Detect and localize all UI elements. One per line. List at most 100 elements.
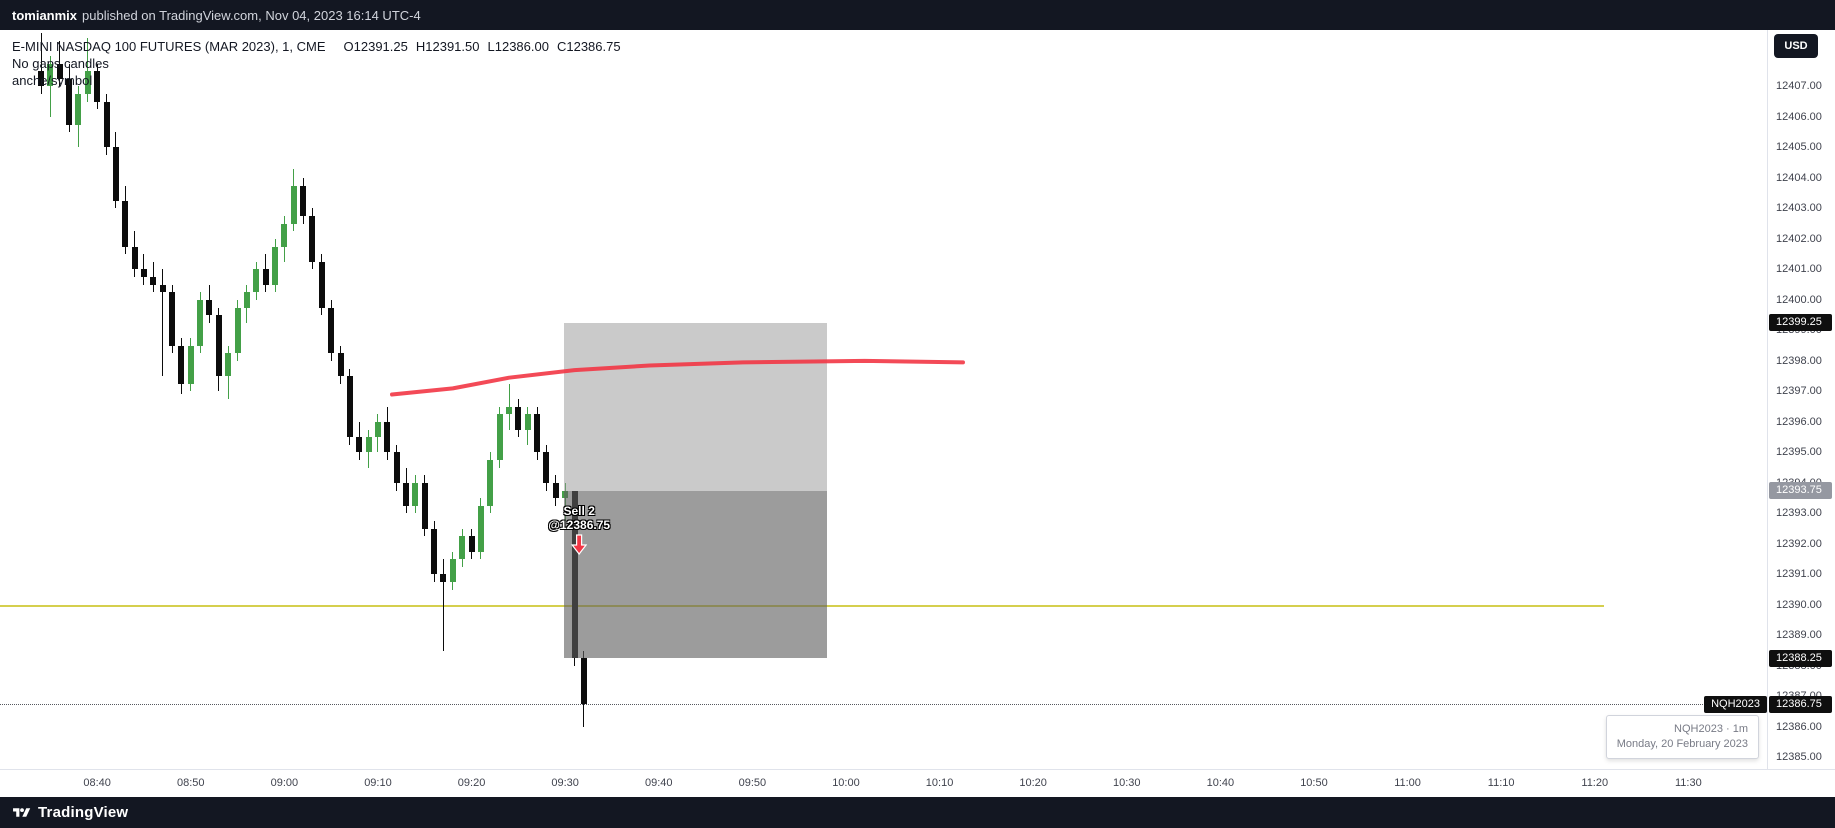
time-label: 08:50 [176,777,205,789]
last-price-line [0,704,1767,706]
price-label: 12397.00 [1776,385,1822,398]
time-label: 09:40 [644,777,673,789]
data-window-tooltip: NQH2023 · 1m Monday, 20 February 2023 [1605,715,1759,759]
candle [75,94,82,125]
price-label: 12401.00 [1776,263,1822,276]
sell-marker-price: @12386.75 [548,518,611,533]
candle [56,63,63,79]
price-label: 12396.00 [1776,415,1822,428]
candle [243,292,250,308]
time-label: 10:20 [1019,777,1047,789]
price-label: 12403.00 [1776,202,1822,215]
position-stop-box[interactable] [564,322,828,491]
symbol-price-tag: NQH2023 [1704,695,1767,713]
candle [112,147,119,201]
price-badge: 12388.25 [1769,649,1832,667]
red-curve-drawing[interactable] [0,30,1767,769]
publish-bar: tomianmix published on TradingView.com, … [0,0,1835,30]
tradingview-brand-text[interactable]: TradingView [38,804,129,821]
candle [337,353,344,377]
price-label: 12392.00 [1776,537,1822,550]
chart-plot[interactable]: E-MINI NASDAQ 100 FUTURES (MAR 2023), 1,… [0,30,1767,769]
time-label: 11:20 [1581,777,1609,789]
sell-marker-qty: Sell 2 [563,504,595,519]
candle [468,536,475,552]
price-label: 12390.00 [1776,598,1822,611]
time-label: 10:50 [1300,777,1328,789]
position-target-box[interactable] [564,490,828,659]
candle [66,78,73,125]
candle [103,101,110,148]
candle [150,277,157,285]
candle [206,299,213,316]
candle [506,406,512,415]
candle [449,559,456,583]
candle [178,345,185,384]
price-badge: 12386.75 [1769,695,1832,713]
time-label: 10:40 [1206,777,1235,789]
time-label: 09:00 [270,777,299,789]
candle [440,574,447,583]
candle [234,307,241,354]
symbol-title[interactable]: E-MINI NASDAQ 100 FUTURES (MAR 2023), 1,… [12,39,326,54]
candle-wick [162,269,164,377]
ohlc-low-value: 12386.00 [494,39,549,54]
ohlc-open-value: 12391.25 [353,39,408,54]
candle [412,482,419,506]
candle-wick [87,37,89,102]
sell-execution-marker[interactable]: Sell 2 @12386.75 [548,504,611,556]
candle [534,414,541,453]
time-label: 11:30 [1675,777,1702,789]
candle [272,246,278,285]
chart-legend: E-MINI NASDAQ 100 FUTURES (MAR 2023), 1,… [12,38,621,89]
publisher-name[interactable]: tomianmix [12,7,78,23]
time-label: 10:30 [1112,777,1141,789]
price-axis[interactable]: USD 12407.00 12406.00 12405.00 12404.00 1240… [1767,30,1835,769]
price-badge: 12393.75 [1769,482,1832,500]
price-label: 12404.00 [1776,171,1822,184]
candle [281,223,288,247]
price-label: 12395.00 [1776,446,1822,459]
candle [94,71,101,102]
candle [403,482,410,506]
candle-wick [49,55,51,117]
price-label: 12389.00 [1776,629,1822,642]
candle [431,528,438,575]
candle [47,63,54,87]
candle [197,299,204,346]
candle [225,353,232,377]
candle [215,315,222,377]
candle [421,482,428,529]
study-title-line2[interactable]: anche/symbol [12,73,93,88]
candle [459,536,466,560]
candle [384,421,391,453]
currency-button[interactable]: USD [1774,34,1818,58]
price-label: 12398.00 [1776,354,1822,367]
candle [477,505,484,552]
candle [580,658,587,705]
price-label: 12407.00 [1776,80,1822,93]
candle [253,269,260,293]
candle [543,452,550,483]
sell-arrow-down-icon [571,534,588,556]
time-axis[interactable]: 08:40 08:50 09:00 09:10 09:20 09:30 09:40 09:50… [0,769,1835,797]
publish-info: published on TradingView.com, Nov 04, 20… [82,7,421,23]
study-title-line1[interactable]: No gaps candles [12,56,109,71]
legend-row-symbol: E-MINI NASDAQ 100 FUTURES (MAR 2023), 1,… [12,38,621,55]
time-label: 10:10 [925,777,954,789]
ohlc-close-value: 12386.75 [566,39,621,54]
tradingview-logo-icon[interactable] [12,805,31,820]
candle [496,414,503,461]
time-label: 09:10 [364,777,392,789]
tooltip-date: Monday, 20 February 2023 [1616,738,1748,750]
candle [140,269,147,278]
time-label: 09:50 [738,777,767,789]
price-label: 12386.00 [1776,720,1822,733]
candle [159,284,166,293]
candle [365,437,372,453]
time-label: 11:00 [1394,777,1421,789]
candle [300,185,307,217]
price-badge: 12399.25 [1769,314,1832,332]
ohlc-open-label: O [343,39,354,54]
time-label: 10:00 [832,777,860,789]
